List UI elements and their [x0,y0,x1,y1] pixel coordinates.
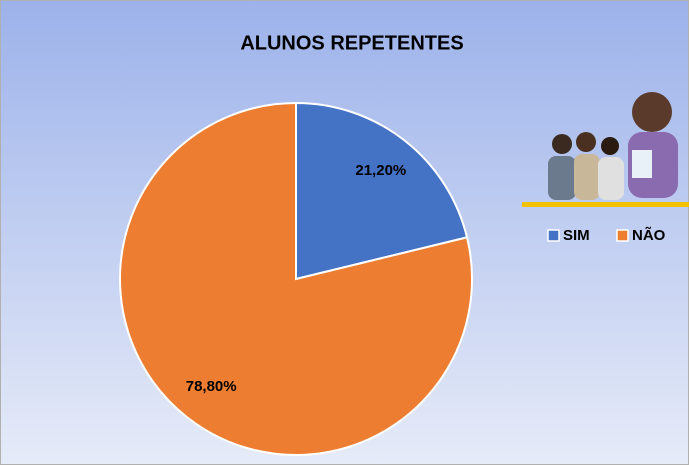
pie-slice [119,101,473,456]
students-illustration [548,92,678,200]
data-label: 21,20% [355,162,406,179]
pie-slice [295,101,469,281]
data-label: 78,80% [186,378,237,395]
legend-label: SIM [563,227,590,244]
legend-swatch [547,229,560,242]
legend-label: NÃO [632,226,666,244]
legend-swatch [616,229,629,242]
divider [522,202,689,207]
chart-title: ALUNOS REPETENTES [240,32,463,54]
